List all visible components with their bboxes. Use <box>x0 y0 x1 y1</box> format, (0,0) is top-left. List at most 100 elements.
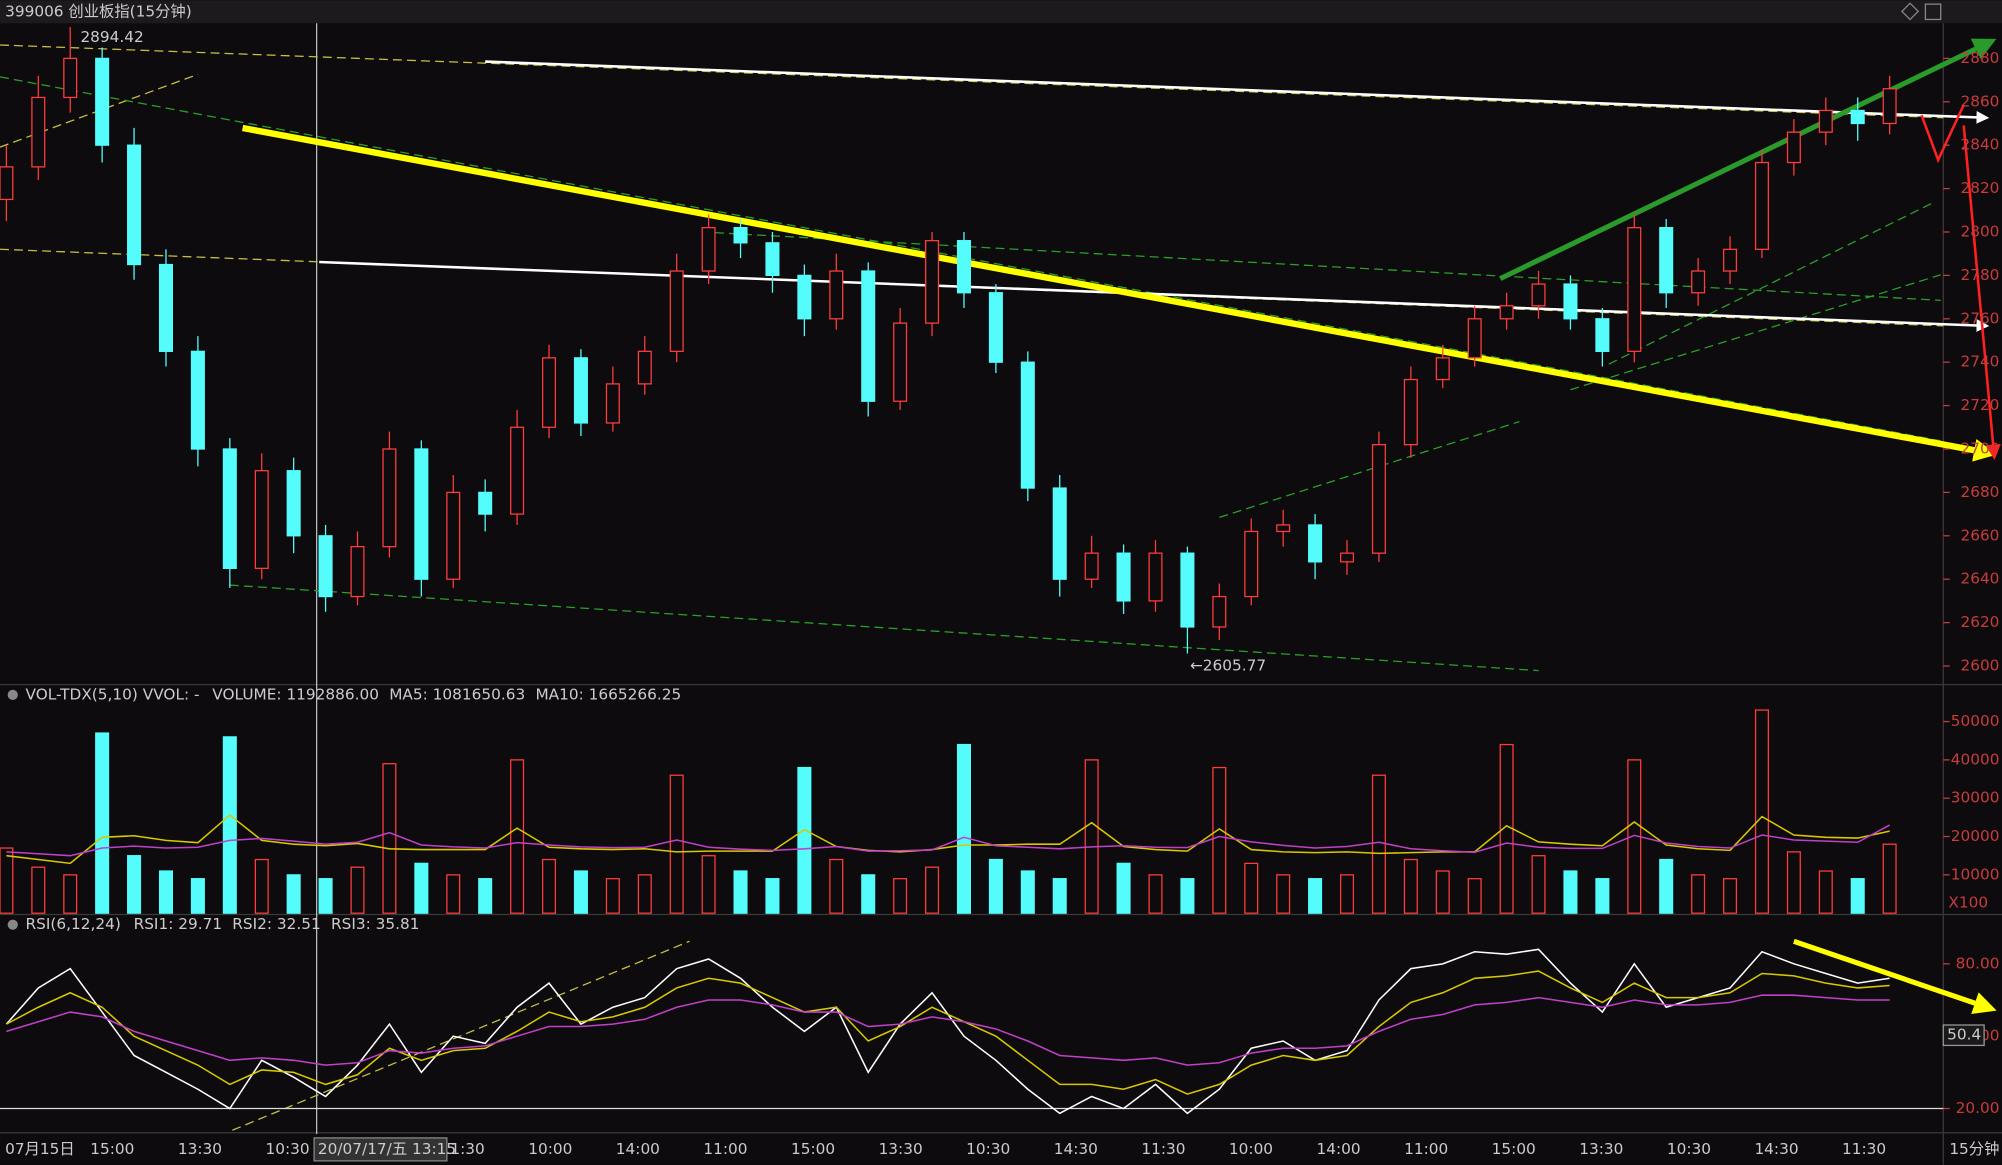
y-tick-label: 2820 <box>1960 179 1999 197</box>
candle-body <box>701 227 716 272</box>
current-value-box <box>1942 1024 1985 1047</box>
candle-body <box>1339 552 1355 563</box>
candle-body <box>1882 88 1897 125</box>
period-label[interactable]: 15分钟 <box>1949 1140 1999 1158</box>
candle-body <box>925 240 940 324</box>
x-tick-label: 10:00 <box>1229 1140 1273 1158</box>
volume-bar <box>222 736 237 914</box>
volume-bar <box>1595 878 1610 914</box>
volume-bar <box>573 870 588 914</box>
volume-bar <box>190 878 205 914</box>
volume-bar <box>0 847 14 914</box>
volume-bar <box>446 874 461 914</box>
legend-entry: MA5: 1081650.63 <box>389 685 525 703</box>
candle-body <box>829 270 844 320</box>
volume-bar <box>956 743 971 914</box>
x-tick-label: 13:30 <box>178 1140 222 1158</box>
x-tick-label: 14:30 <box>1754 1140 1798 1158</box>
icon[interactable] <box>7 919 18 930</box>
volume-bar <box>765 878 780 914</box>
volume-bar <box>1308 878 1323 914</box>
x-tick-label: 11:30 <box>1141 1140 1185 1158</box>
volume-bar <box>1276 874 1291 914</box>
x-tick-label: 14:30 <box>1054 1140 1098 1158</box>
candle-body <box>1371 444 1386 554</box>
volume-bar <box>1691 874 1706 914</box>
candle-body <box>637 350 652 385</box>
volume-bar <box>1659 858 1674 914</box>
x-tick-label: 11:00 <box>1404 1140 1448 1158</box>
candle-body <box>1627 227 1642 352</box>
y-tick-label: 2620 <box>1960 613 1999 631</box>
legend-entry: VOLUME: 1192886.00 <box>212 685 379 703</box>
volume-bar <box>861 874 876 914</box>
candle-body <box>1467 318 1482 359</box>
x-tick-label: 11:30 <box>441 1140 485 1158</box>
x-tick-label: 10:30 <box>966 1140 1010 1158</box>
series-line <box>6 994 1890 1066</box>
candle-body <box>158 263 174 352</box>
icon[interactable] <box>1924 3 1942 21</box>
volume-bar <box>510 759 525 914</box>
panel-title: RSI(6,12,24) <box>26 915 121 933</box>
volume-bar <box>1339 874 1355 914</box>
candle-body <box>541 357 557 428</box>
legend-entry: RSI1: 29.71 <box>134 915 222 933</box>
candle-body <box>1818 109 1833 133</box>
candle-body <box>1276 524 1291 533</box>
symbol-title: 399006 创业板指(15分钟) <box>5 2 192 20</box>
top-bar <box>0 0 2002 24</box>
candle-body <box>1435 357 1450 381</box>
x-tick-label: 11:00 <box>703 1140 747 1158</box>
candle-body <box>1148 552 1163 602</box>
x-tick-label: 07月15日 <box>5 1140 75 1158</box>
candle-body <box>1020 361 1035 489</box>
y-tick-label: 20000 <box>1951 827 2000 845</box>
annotation: 2894.42 <box>80 28 143 46</box>
candle-body <box>414 448 429 580</box>
icon[interactable] <box>7 689 18 700</box>
volume-bar <box>925 866 940 914</box>
candle-body <box>1052 487 1067 580</box>
volume-bar <box>637 874 652 914</box>
x-tick-label: 15:00 <box>90 1140 134 1158</box>
candle-body <box>1563 283 1578 320</box>
volume-bar <box>1850 878 1865 914</box>
candle-body <box>797 274 812 320</box>
series-line <box>6 814 1890 865</box>
x-tick-label: 10:00 <box>528 1140 572 1158</box>
unit-label: X100 <box>1948 893 1988 911</box>
candle-body <box>286 470 301 537</box>
candle-body <box>1754 161 1769 250</box>
y-tick-label: 40000 <box>1951 750 2000 768</box>
candle-body <box>382 448 397 548</box>
y-tick-label: 2600 <box>1960 657 1999 675</box>
candle-body <box>63 57 78 99</box>
volume-bar <box>63 874 78 914</box>
candle-body <box>95 57 110 146</box>
volume-bar <box>1723 878 1738 914</box>
candle-body <box>510 426 525 515</box>
candle-body <box>127 144 142 266</box>
candle-body <box>988 292 1003 363</box>
volume-bar <box>1403 858 1418 914</box>
y-tick-label: 2660 <box>1960 526 1999 544</box>
candle-body <box>1308 524 1323 563</box>
candle-body <box>669 270 684 352</box>
candle-body <box>893 322 908 402</box>
candle-body <box>478 491 493 515</box>
icon[interactable] <box>1901 2 1920 21</box>
candle-body <box>350 546 365 598</box>
candle-body <box>605 383 620 424</box>
volume-bar <box>1818 870 1833 914</box>
candle-body <box>1595 318 1610 352</box>
volume-bar <box>318 878 333 914</box>
volume-bar <box>669 774 684 914</box>
volume-bar <box>733 870 748 914</box>
legend-entry: RSI3: 35.81 <box>331 915 419 933</box>
volume-bar <box>1563 870 1578 914</box>
volume-bar <box>1148 874 1163 914</box>
y-tick-label: 2640 <box>1960 570 1999 588</box>
volume-bar <box>95 732 110 914</box>
